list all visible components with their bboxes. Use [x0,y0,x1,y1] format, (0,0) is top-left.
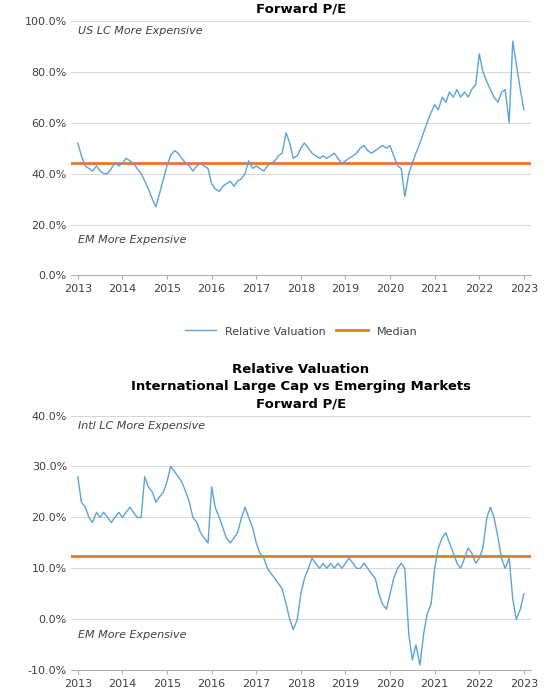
Line: Relative Valuation: Relative Valuation [78,41,524,207]
Relative Valuation [167,462,174,471]
Relative Valuation [267,159,274,167]
Relative Valuation [521,589,527,598]
Relative Valuation [417,661,423,670]
Relative Valuation [119,159,126,167]
Title: Relative Valuation
International Large Cap vs Emerging Markets
Forward P/E: Relative Valuation International Large C… [131,363,471,410]
Legend: Relative Valuation, Median: Relative Valuation, Median [180,321,422,341]
Relative Valuation [357,144,363,152]
Text: EM More Expensive: EM More Expensive [78,630,187,639]
Line: Relative Valuation: Relative Valuation [78,466,524,665]
Text: US LC More Expensive: US LC More Expensive [78,26,202,36]
Relative Valuation [119,513,126,522]
Relative Valuation [153,202,159,211]
Title: Relative Valuation
US Large Cap vs Emerging Markets
Forward P/E: Relative Valuation US Large Cap vs Emerg… [170,0,432,15]
Relative Valuation [74,139,81,147]
Relative Valuation [74,473,81,481]
Relative Valuation [183,159,189,167]
Relative Valuation [521,106,527,114]
Text: EM More Expensive: EM More Expensive [78,235,187,245]
Relative Valuation [183,488,189,496]
Relative Valuation [267,569,274,578]
Relative Valuation [379,142,386,150]
Text: Intl LC More Expensive: Intl LC More Expensive [78,421,205,430]
Relative Valuation [509,37,516,45]
Relative Valuation [357,565,363,573]
Relative Valuation [494,98,501,106]
Relative Valuation [379,600,386,608]
Relative Valuation [498,554,505,562]
